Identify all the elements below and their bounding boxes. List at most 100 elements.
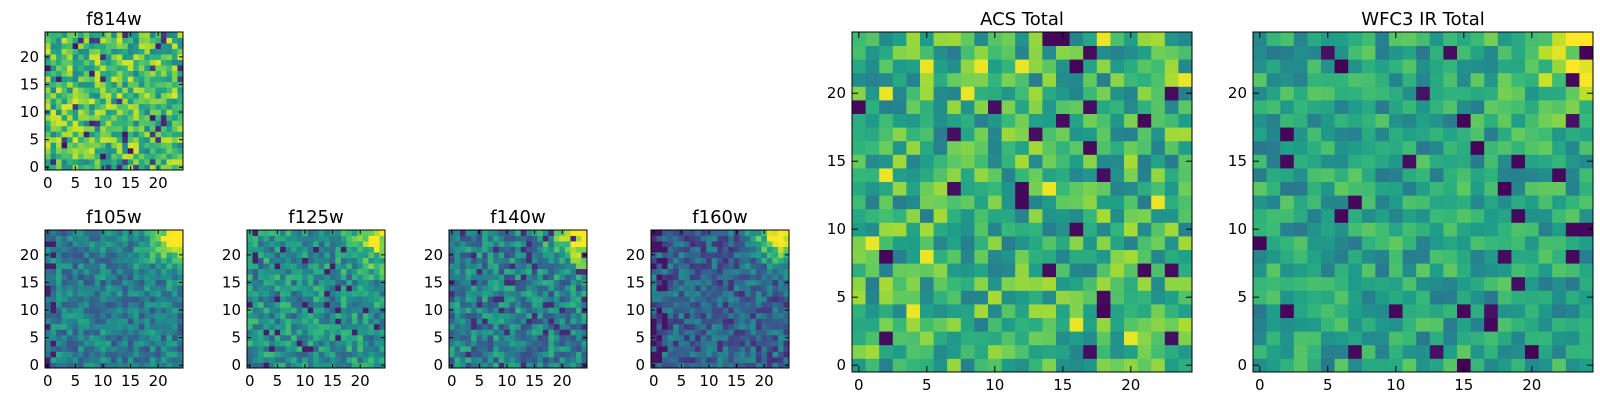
heatmap-cell: [783, 329, 790, 336]
heatmap-cell: [906, 154, 921, 169]
heatmap-cell: [122, 307, 129, 314]
heatmap-cell: [728, 263, 735, 270]
heatmap-cell: [122, 252, 129, 258]
heatmap-cell: [1001, 222, 1016, 237]
heatmap-cell: [537, 230, 544, 236]
heatmap-cell: [1538, 140, 1553, 155]
heatmap-cell: [1151, 317, 1166, 332]
y-tick-label: 15: [222, 273, 241, 291]
heatmap-cell: [318, 296, 325, 303]
heatmap-cell: [689, 230, 696, 236]
heatmap-cell: [1042, 263, 1057, 278]
heatmap-cell: [89, 43, 96, 49]
heatmap-cell: [1178, 32, 1193, 46]
heatmap-cell: [476, 323, 483, 330]
heatmap-cell: [116, 307, 123, 314]
heatmap-cell: [1389, 331, 1403, 346]
heatmap-cell: [1429, 331, 1444, 346]
heatmap-cell: [772, 323, 779, 330]
heatmap-cell: [711, 279, 718, 286]
heatmap-cell: [258, 312, 264, 319]
heatmap-cell: [706, 323, 713, 330]
heatmap-cell: [94, 32, 101, 38]
heatmap-cell: [744, 263, 751, 270]
heatmap-cell: [695, 351, 702, 358]
heatmap-cell: [155, 142, 162, 149]
heatmap-cell: [318, 257, 325, 264]
y-tick-label: 10: [20, 301, 39, 319]
heatmap-cell: [449, 351, 455, 358]
heatmap-cell: [1056, 358, 1070, 373]
heatmap-cell: [1083, 154, 1098, 169]
heatmap-cell: [1416, 32, 1431, 46]
heatmap-cell: [537, 345, 544, 352]
heatmap-cell: [673, 334, 679, 341]
heatmap-cell: [777, 241, 784, 247]
heatmap-cell: [89, 103, 96, 110]
heatmap-cell: [105, 230, 112, 236]
heatmap-cell: [1293, 249, 1308, 264]
heatmap-cell: [548, 285, 555, 292]
heatmap-cell: [94, 362, 101, 369]
heatmap-cell: [711, 362, 718, 369]
heatmap-cell: [61, 334, 68, 341]
heatmap-cell: [526, 312, 533, 319]
y-tick-label: 10: [626, 301, 645, 319]
heatmap-cell: [105, 257, 112, 264]
heatmap-cell: [493, 268, 500, 275]
heatmap-cell: [750, 279, 757, 286]
heatmap-cell: [302, 274, 309, 281]
heatmap-cell: [498, 252, 505, 258]
heatmap-cell: [465, 356, 472, 363]
heatmap-cell: [166, 65, 173, 72]
y-tick-label: 10: [827, 220, 846, 238]
heatmap-cell: [133, 120, 140, 127]
heatmap-cell: [1001, 113, 1016, 128]
heatmap-cell: [83, 301, 90, 308]
heatmap-cell: [476, 252, 483, 258]
heatmap-cell: [138, 136, 145, 143]
heatmap-cell: [166, 131, 173, 138]
heatmap-cell: [906, 140, 921, 155]
heatmap-cell: [72, 257, 79, 264]
heatmap-cell: [56, 109, 62, 116]
heatmap-cell: [1028, 290, 1043, 305]
heatmap-cell: [149, 153, 156, 160]
heatmap-cell: [777, 356, 784, 363]
heatmap-cell: [564, 301, 571, 308]
heatmap-cell: [1110, 154, 1125, 169]
heatmap-cell: [988, 45, 1002, 60]
heatmap-cell: [766, 252, 773, 258]
heatmap-cell: [89, 153, 96, 160]
heatmap-cell: [1028, 154, 1043, 169]
heatmap-cell: [89, 87, 96, 94]
heatmap-cell: [171, 296, 178, 303]
heatmap-cell: [482, 340, 489, 347]
heatmap-cell: [744, 312, 751, 319]
heatmap-cell: [89, 164, 96, 171]
heatmap-cell: [1178, 181, 1193, 196]
heatmap-cell: [1042, 113, 1057, 128]
heatmap-cell: [1334, 154, 1349, 169]
heatmap-cell: [1096, 317, 1111, 332]
heatmap-cell: [105, 290, 112, 297]
heatmap-cell: [1056, 249, 1070, 264]
heatmap-cell: [728, 235, 735, 242]
heatmap-cell: [700, 235, 707, 242]
heatmap-cell: [105, 340, 112, 347]
heatmap-cell: [83, 43, 90, 49]
heatmap-cell: [307, 351, 314, 358]
heatmap-cell: [933, 140, 948, 155]
heatmap-cell: [531, 290, 538, 297]
heatmap-cell: [61, 340, 68, 347]
heatmap-cell: [706, 329, 713, 336]
heatmap-cell: [947, 113, 962, 128]
heatmap-cell: [526, 340, 533, 347]
heatmap-cell: [45, 103, 51, 110]
heatmap-cell: [149, 76, 156, 83]
heatmap-cell: [700, 351, 707, 358]
heatmap-cell: [772, 301, 779, 308]
heatmap-cell: [1096, 236, 1111, 250]
heatmap-cell: [100, 54, 107, 60]
heatmap-cell: [72, 120, 79, 127]
